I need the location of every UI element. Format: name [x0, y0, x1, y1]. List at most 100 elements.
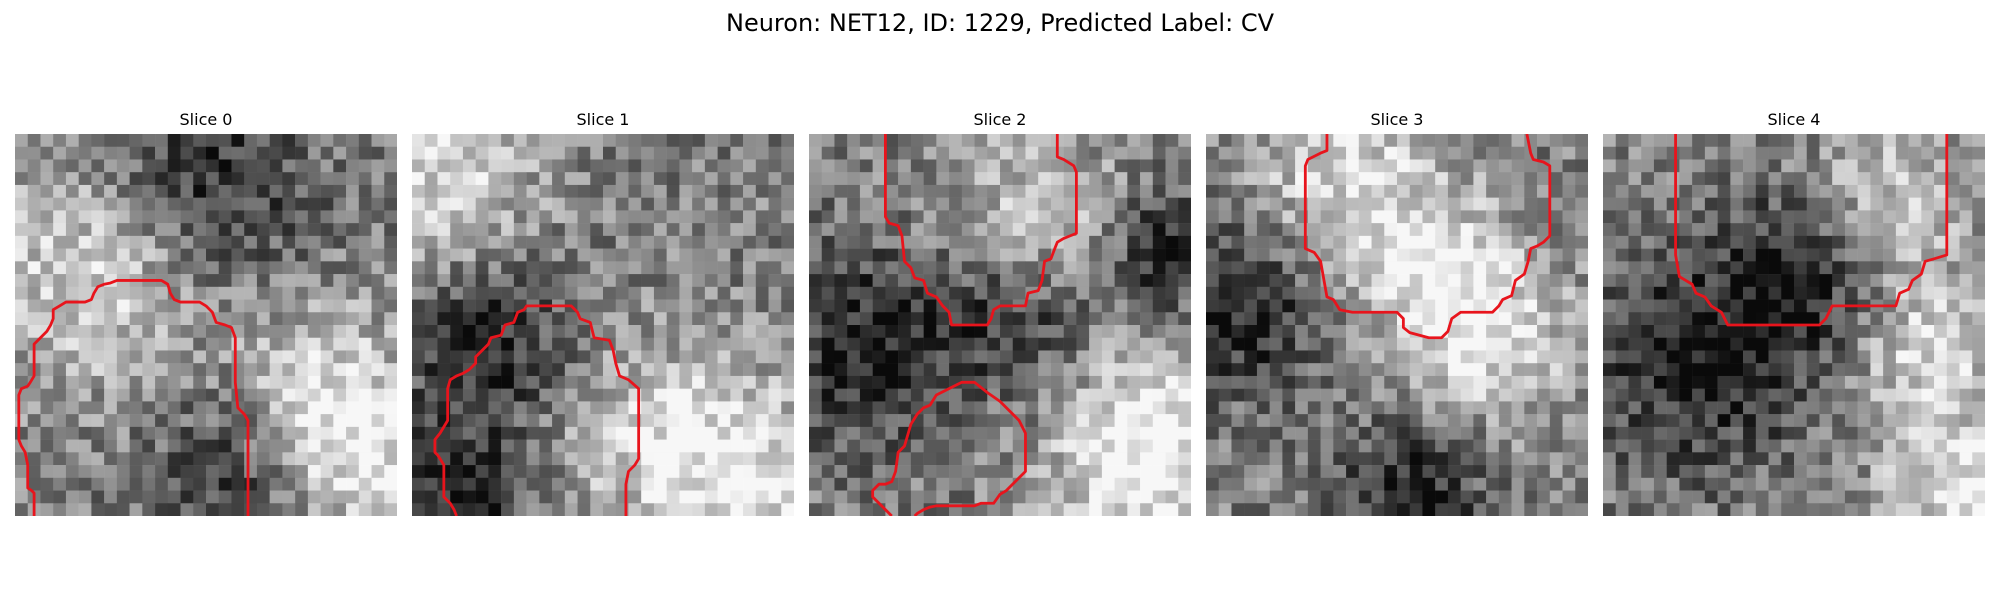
pixel: [1895, 134, 1909, 147]
pixel: [1679, 325, 1693, 338]
pixel: [1012, 363, 1026, 377]
pixel: [885, 350, 899, 364]
pixel: [987, 439, 1001, 453]
pixel: [1743, 477, 1757, 491]
pixel: [1435, 274, 1449, 288]
pixel: [1844, 261, 1858, 275]
pixel: [1844, 503, 1858, 516]
pixel: [692, 350, 706, 364]
pixel: [603, 477, 616, 491]
pixel: [1615, 490, 1629, 504]
pixel: [1486, 235, 1500, 249]
pixel: [91, 248, 105, 262]
pixel: [717, 388, 731, 402]
pixel: [1435, 134, 1449, 147]
pixel: [1870, 235, 1884, 249]
pixel: [193, 274, 207, 288]
pixel: [27, 286, 41, 300]
pixel: [1498, 134, 1512, 147]
pixel: [1717, 439, 1731, 453]
pixel: [628, 477, 642, 491]
pixel: [1358, 337, 1372, 351]
pixel: [1857, 274, 1871, 288]
pixel: [1346, 159, 1360, 173]
pixel: [1870, 184, 1884, 198]
pixel: [679, 210, 693, 224]
pixel: [1127, 490, 1141, 504]
pixel: [231, 490, 245, 504]
pixel: [590, 235, 604, 249]
pixel: [1575, 401, 1588, 415]
pixel: [1562, 146, 1576, 160]
pixel: [1282, 375, 1296, 389]
pixel: [1012, 503, 1026, 516]
pixel: [1692, 274, 1706, 288]
pixel: [577, 465, 591, 479]
pixel: [1641, 172, 1655, 186]
pixel: [1615, 465, 1629, 479]
pixel: [781, 477, 794, 491]
pixel: [564, 465, 578, 479]
pixel: [1537, 439, 1551, 453]
pixel: [1076, 375, 1090, 389]
pixel: [1140, 261, 1154, 275]
pixel: [1206, 439, 1219, 453]
pixel: [1908, 197, 1922, 211]
pixel: [1832, 261, 1846, 275]
pixel: [1704, 184, 1718, 198]
pixel: [424, 414, 438, 428]
pixel: [384, 235, 397, 249]
pixel: [282, 350, 296, 364]
pixel: [768, 134, 782, 147]
pixel: [295, 337, 309, 351]
pixel: [1152, 337, 1166, 351]
pixel: [358, 172, 372, 186]
pixel: [1460, 490, 1474, 504]
pixel: [1781, 375, 1795, 389]
pixel: [1755, 503, 1769, 516]
pixel: [450, 363, 464, 377]
pixel: [231, 184, 245, 198]
pixel: [1371, 490, 1385, 504]
pixel: [717, 414, 731, 428]
pixel: [320, 159, 334, 173]
pixel: [1679, 235, 1693, 249]
pixel: [1666, 197, 1680, 211]
pixel: [231, 134, 245, 147]
pixel: [730, 401, 744, 415]
pixel: [437, 235, 451, 249]
pixel: [755, 414, 769, 428]
pixel: [488, 312, 502, 326]
pixel: [961, 299, 975, 313]
pixel: [743, 439, 757, 453]
pixel: [129, 286, 143, 300]
pixel: [65, 325, 79, 338]
pixel: [859, 426, 873, 440]
pixel: [1603, 401, 1616, 415]
pixel: [755, 223, 769, 237]
pixel: [603, 286, 616, 300]
pixel: [15, 337, 28, 351]
pixel: [1857, 146, 1871, 160]
pixel: [834, 465, 848, 479]
pixel: [961, 159, 975, 173]
pixel: [437, 439, 451, 453]
pixel: [641, 197, 655, 211]
pixel: [821, 375, 835, 389]
pixel: [1575, 350, 1588, 364]
pixel: [1127, 426, 1141, 440]
pixel: [1832, 197, 1846, 211]
pixel: [1603, 388, 1616, 402]
pixel: [923, 452, 937, 466]
pixel: [1486, 414, 1500, 428]
pixel: [1371, 223, 1385, 237]
pixel: [1946, 401, 1960, 415]
pixel: [424, 248, 438, 262]
pixel: [488, 414, 502, 428]
pixel: [1603, 286, 1616, 300]
pixel: [1307, 337, 1321, 351]
pixel: [936, 274, 950, 288]
pixel: [346, 439, 360, 453]
pixel: [1755, 439, 1769, 453]
pixel: [193, 197, 207, 211]
